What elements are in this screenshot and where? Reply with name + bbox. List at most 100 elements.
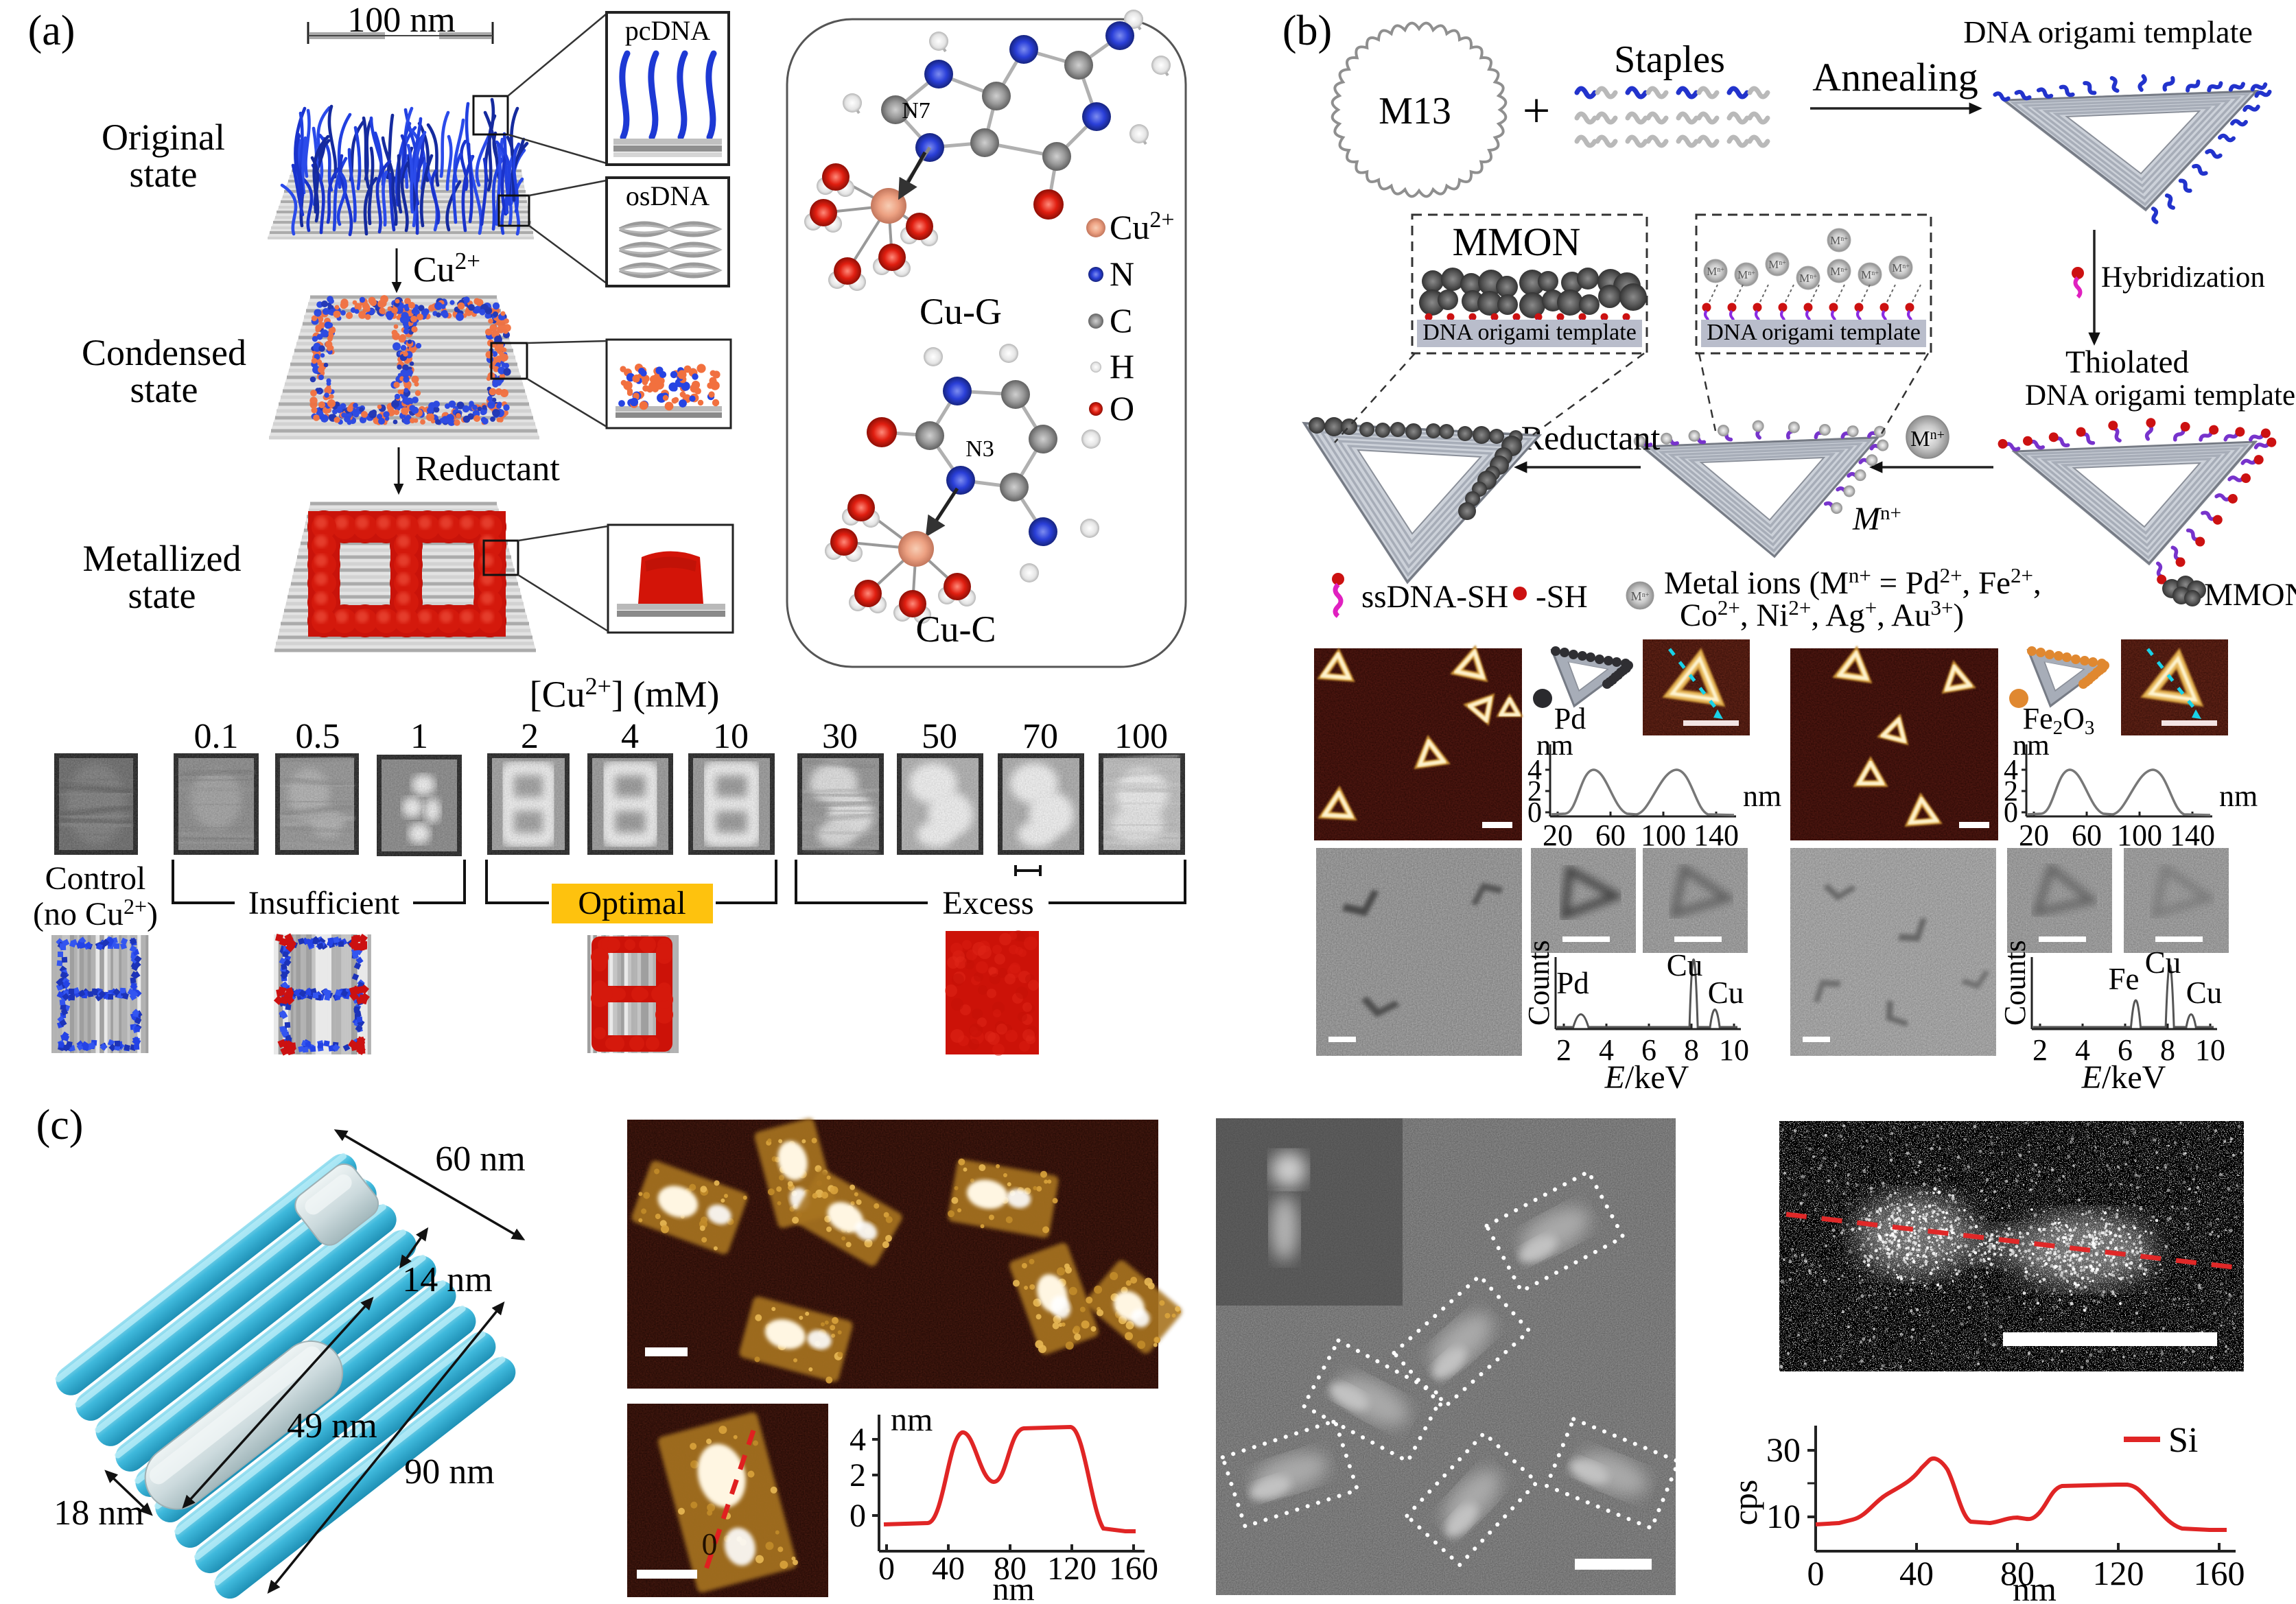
svg-text:O: O bbox=[1110, 389, 1134, 427]
svg-text:Si: Si bbox=[2168, 1421, 2198, 1460]
svg-text:Cu: Cu bbox=[2186, 976, 2223, 1010]
svg-text:Original: Original bbox=[102, 117, 225, 158]
svg-text:N: N bbox=[1110, 255, 1134, 293]
svg-text:10: 10 bbox=[1766, 1497, 1801, 1535]
svg-text:2: 2 bbox=[521, 717, 539, 756]
svg-text:100: 100 bbox=[1641, 818, 1686, 852]
svg-text:M13: M13 bbox=[1379, 90, 1451, 132]
svg-text:+: + bbox=[1523, 83, 1551, 138]
svg-text:MMON: MMON bbox=[2204, 577, 2296, 613]
svg-text:Pd: Pd bbox=[1556, 966, 1589, 1000]
svg-text:C: C bbox=[1110, 301, 1132, 340]
svg-text:DNA origami template: DNA origami template bbox=[1422, 320, 1637, 345]
svg-text:MMON: MMON bbox=[1453, 220, 1581, 264]
svg-text:100 nm: 100 nm bbox=[347, 1, 455, 40]
svg-text:60: 60 bbox=[2072, 818, 2102, 852]
svg-text:0.5: 0.5 bbox=[296, 717, 340, 756]
svg-text:20: 20 bbox=[2019, 818, 2049, 852]
svg-text:N3: N3 bbox=[965, 436, 994, 462]
svg-text:Cu: Cu bbox=[2145, 945, 2181, 980]
svg-text:DNA origami template: DNA origami template bbox=[1963, 14, 2253, 49]
svg-text:nm: nm bbox=[1743, 779, 1781, 813]
svg-text:0: 0 bbox=[702, 1526, 718, 1561]
svg-text:8: 8 bbox=[1684, 1033, 1699, 1067]
svg-text:30: 30 bbox=[1766, 1430, 1801, 1469]
svg-text:Counts: Counts bbox=[1998, 940, 2032, 1026]
svg-text:DNA origami template: DNA origami template bbox=[1707, 320, 1921, 345]
svg-text:Cu2+: Cu2+ bbox=[413, 248, 480, 290]
svg-text:Pd: Pd bbox=[1554, 702, 1586, 735]
svg-text:Control: Control bbox=[45, 860, 146, 897]
svg-text:40: 40 bbox=[932, 1550, 965, 1587]
svg-text:Staples: Staples bbox=[1614, 38, 1725, 81]
svg-text:2: 2 bbox=[850, 1457, 866, 1494]
svg-text:2: 2 bbox=[2004, 776, 2018, 807]
svg-text:Cu-G: Cu-G bbox=[919, 291, 1002, 332]
svg-text:70: 70 bbox=[1022, 717, 1058, 756]
svg-text:Mn+: Mn+ bbox=[1852, 501, 1901, 537]
svg-text:160: 160 bbox=[1109, 1550, 1158, 1587]
svg-text:ssDNA-SH: ssDNA-SH bbox=[1361, 579, 1508, 615]
svg-text:14 nm: 14 nm bbox=[402, 1260, 492, 1299]
svg-text:Reductant: Reductant bbox=[1521, 418, 1661, 457]
svg-text:10: 10 bbox=[713, 717, 749, 756]
svg-text:Thiolated: Thiolated bbox=[2065, 344, 2189, 380]
svg-text:E/keV: E/keV bbox=[2081, 1059, 2166, 1096]
svg-text:49 nm: 49 nm bbox=[287, 1406, 377, 1446]
svg-text:2: 2 bbox=[2033, 1033, 2048, 1067]
svg-text:4: 4 bbox=[2075, 1033, 2090, 1067]
svg-text:140: 140 bbox=[2170, 818, 2215, 852]
svg-text:100: 100 bbox=[1114, 717, 1168, 756]
svg-text:120: 120 bbox=[1047, 1550, 1097, 1587]
svg-text:Metallized: Metallized bbox=[83, 538, 242, 579]
svg-text:pcDNA: pcDNA bbox=[625, 15, 711, 46]
svg-text:120: 120 bbox=[2093, 1554, 2144, 1592]
svg-text:(c): (c) bbox=[36, 1102, 84, 1148]
svg-text:4: 4 bbox=[1527, 755, 1542, 786]
svg-text:0: 0 bbox=[850, 1498, 866, 1534]
svg-text:nm: nm bbox=[2013, 1570, 2057, 1601]
svg-text:osDNA: osDNA bbox=[626, 180, 710, 211]
svg-text:nm: nm bbox=[2219, 779, 2258, 813]
svg-text:18 nm: 18 nm bbox=[54, 1494, 143, 1533]
svg-text:2: 2 bbox=[1527, 776, 1542, 807]
svg-text:H: H bbox=[1110, 347, 1134, 386]
svg-text:6: 6 bbox=[1641, 1033, 1656, 1067]
svg-text:Optimal: Optimal bbox=[578, 885, 686, 921]
svg-text:N7: N7 bbox=[902, 98, 930, 123]
svg-text:(a): (a) bbox=[28, 8, 75, 54]
svg-text:60: 60 bbox=[1595, 818, 1626, 852]
svg-text:80: 80 bbox=[994, 1550, 1027, 1587]
svg-text:[Cu2+​] (mM): [Cu2+​] (mM) bbox=[530, 672, 720, 715]
svg-text:60 nm: 60 nm bbox=[435, 1140, 525, 1179]
svg-text:40: 40 bbox=[1899, 1554, 1934, 1592]
svg-text:Annealing: Annealing bbox=[1812, 55, 1978, 99]
svg-text:20: 20 bbox=[1543, 818, 1573, 852]
svg-text:0: 0 bbox=[1807, 1554, 1825, 1592]
svg-text:1: 1 bbox=[410, 717, 428, 756]
svg-text:Hybridization: Hybridization bbox=[2101, 261, 2265, 294]
svg-text:30: 30 bbox=[822, 717, 858, 756]
svg-text:state: state bbox=[130, 369, 198, 410]
svg-text:4: 4 bbox=[621, 717, 639, 756]
svg-text:8: 8 bbox=[2160, 1033, 2175, 1067]
svg-text:E/keV: E/keV bbox=[1604, 1059, 1689, 1096]
svg-text:cps: cps bbox=[1726, 1480, 1764, 1526]
svg-text:4: 4 bbox=[850, 1422, 866, 1458]
svg-text:4: 4 bbox=[1599, 1033, 1614, 1067]
svg-text:80: 80 bbox=[2000, 1554, 2035, 1592]
svg-text:nm: nm bbox=[891, 1402, 933, 1438]
svg-text:2: 2 bbox=[1556, 1033, 1571, 1067]
svg-text:Excess: Excess bbox=[942, 885, 1033, 921]
svg-text:state: state bbox=[130, 154, 198, 195]
svg-text:0.1: 0.1 bbox=[194, 717, 239, 756]
svg-text:DNA origami template: DNA origami template bbox=[2025, 379, 2295, 412]
svg-text:4: 4 bbox=[2004, 755, 2018, 786]
svg-text:0: 0 bbox=[2004, 797, 2018, 829]
svg-text:10: 10 bbox=[1719, 1033, 1749, 1067]
svg-text:Counts: Counts bbox=[1522, 940, 1556, 1026]
svg-text:0: 0 bbox=[878, 1550, 895, 1587]
svg-text:Condensed: Condensed bbox=[82, 332, 246, 373]
svg-text:90 nm: 90 nm bbox=[404, 1452, 494, 1491]
svg-text:Insufficient: Insufficient bbox=[248, 885, 400, 921]
